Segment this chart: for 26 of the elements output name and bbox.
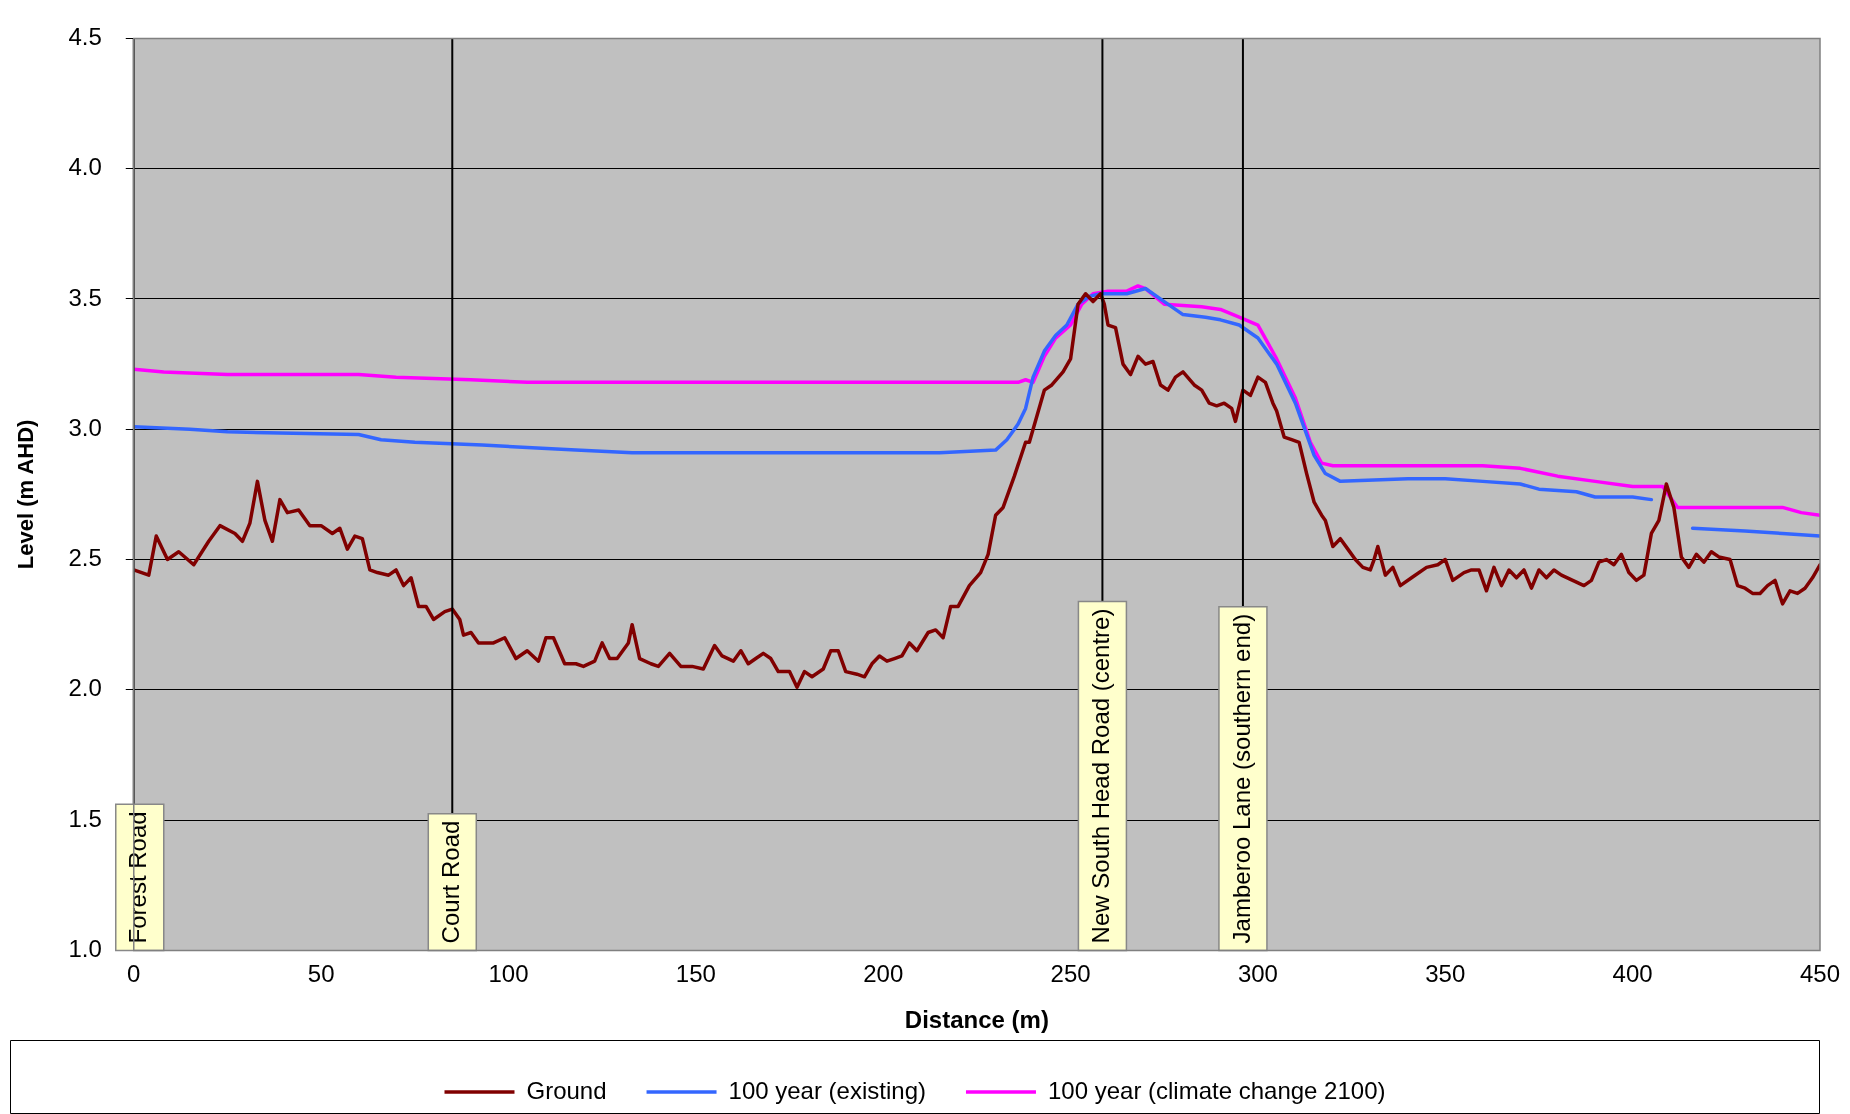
x-tick-label: 300 [1237,960,1278,988]
y-tick-label: 1.0 [68,935,102,963]
ref-line-label: New South Head Road (centre) [1087,608,1115,944]
x-tick-label: 450 [1799,960,1841,988]
y-tick-label: 3.0 [68,413,102,441]
ref-line-label: Jamberoo Lane (southern end) [1227,613,1255,944]
x-tick-label: 250 [1050,960,1091,988]
x-tick-label: 100 [488,960,529,988]
x-tick-label: 50 [307,960,335,988]
y-tick-label: 1.5 [68,804,102,832]
x-tick-label: 0 [127,960,141,988]
y-tick-label: 2.0 [68,674,102,702]
legend-label: 100 year (existing) [728,1076,926,1104]
x-tick-label: 400 [1612,960,1653,988]
y-tick-label: 2.5 [68,544,102,572]
y-tick-label: 4.5 [68,23,102,51]
x-tick-label: 200 [863,960,904,988]
x-tick-label: 350 [1425,960,1466,988]
legend-label: Ground [526,1076,607,1104]
y-tick-label: 4.0 [68,153,102,181]
ref-line-label: Court Road [436,820,464,944]
y-axis-title: Level (m AHD) [13,419,39,570]
y-tick-label: 3.5 [68,283,102,311]
legend-label: 100 year (climate change 2100) [1047,1076,1386,1104]
x-tick-label: 150 [675,960,716,988]
x-axis-title: Distance (m) [904,1006,1049,1034]
